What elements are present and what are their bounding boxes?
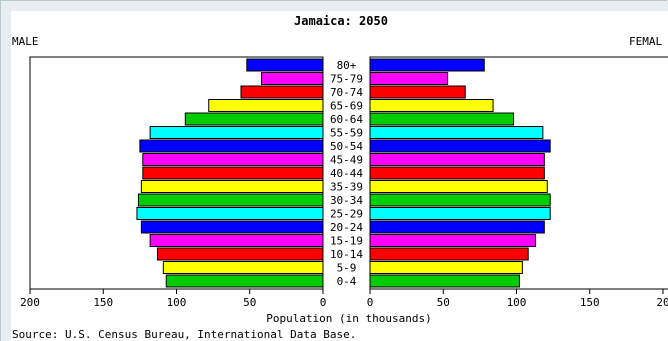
age-label-5-9: 5-9 (337, 262, 357, 275)
female-label: FEMAL (629, 35, 662, 48)
female-bar-75-79 (369, 72, 449, 85)
male-tick-label-0: 0 (320, 296, 327, 309)
male-bar-40-44 (142, 166, 324, 180)
male-bar-80+ (246, 58, 324, 72)
female-bar-15-19 (369, 234, 537, 247)
male-bar-10-14 (156, 247, 324, 261)
female-tick-label-0: 0 (367, 296, 374, 309)
male-label: MALE (12, 35, 39, 48)
male-bar-30-34 (137, 193, 324, 207)
age-label-60-64: 60-64 (330, 113, 363, 126)
age-label-20-24: 20-24 (330, 221, 363, 234)
age-label-55-59: 55-59 (330, 127, 363, 140)
age-label-30-34: 30-34 (330, 194, 363, 207)
male-bar-65-69 (208, 99, 324, 112)
female-bar-80+ (369, 58, 485, 72)
male-bar-35-39 (140, 180, 324, 193)
male-bar-50-54 (139, 139, 324, 153)
age-label-0-4: 0-4 (337, 275, 357, 288)
source-note: Source: U.S. Census Bureau, Internationa… (12, 328, 356, 341)
x-axis-label: Population (in thousands) (266, 312, 432, 325)
male-bar-15-19 (149, 234, 324, 247)
male-tick-label-200: 200 (20, 296, 40, 309)
age-label-25-29: 25-29 (330, 208, 363, 221)
age-label-80+: 80+ (337, 59, 357, 72)
female-tick-label-100: 100 (507, 296, 527, 309)
female-bar-5-9 (369, 261, 523, 274)
female-bar-25-29 (369, 207, 551, 220)
female-bar-45-49 (369, 153, 545, 166)
male-bar-20-24 (140, 220, 324, 234)
female-tick-label-150: 150 (580, 296, 600, 309)
male-bar-45-49 (142, 153, 324, 166)
female-bar-20-24 (369, 220, 545, 234)
male-bar-70-74 (240, 85, 324, 99)
female-bar-55-59 (369, 126, 544, 139)
male-bar-60-64 (184, 112, 324, 126)
female-tick-label-200: 20 (656, 296, 668, 309)
female-bar-10-14 (369, 247, 529, 261)
age-label-70-74: 70-74 (330, 86, 363, 99)
age-label-10-14: 10-14 (330, 248, 363, 261)
female-bar-35-39 (369, 180, 548, 193)
male-bar-55-59 (149, 126, 324, 139)
female-bar-30-34 (369, 193, 551, 207)
chart-panel: Jamaica: 2050 MALE FEMAL 80+ 75-79 70-74 65… (11, 11, 668, 341)
male-tick-label-150: 150 (93, 296, 113, 309)
female-bar-50-54 (369, 139, 551, 153)
male-bar-5-9 (162, 261, 324, 274)
male-bar-0-4 (165, 274, 324, 288)
female-tick-label-50: 50 (437, 296, 450, 309)
age-label-75-79: 75-79 (330, 73, 363, 86)
age-label-65-69: 65-69 (330, 100, 363, 113)
age-label-35-39: 35-39 (330, 181, 363, 194)
age-label-45-49: 45-49 (330, 154, 363, 167)
male-bar-75-79 (260, 72, 324, 85)
female-bar-40-44 (369, 166, 545, 180)
chart-title: Jamaica: 2050 (294, 14, 388, 28)
female-bar-60-64 (369, 112, 515, 126)
male-tick-label-100: 100 (167, 296, 187, 309)
age-label-15-19: 15-19 (330, 235, 363, 248)
male-bar-25-29 (136, 207, 324, 220)
population-pyramid-chart: Jamaica: 2050 MALE FEMAL 80+75-7970-7465… (12, 14, 668, 341)
age-label-40-44: 40-44 (330, 167, 363, 180)
female-bar-0-4 (369, 274, 520, 288)
male-tick-label-50: 50 (243, 296, 256, 309)
age-label-50-54: 50-54 (330, 140, 363, 153)
female-bar-65-69 (369, 99, 494, 112)
female-bar-70-74 (369, 85, 466, 99)
